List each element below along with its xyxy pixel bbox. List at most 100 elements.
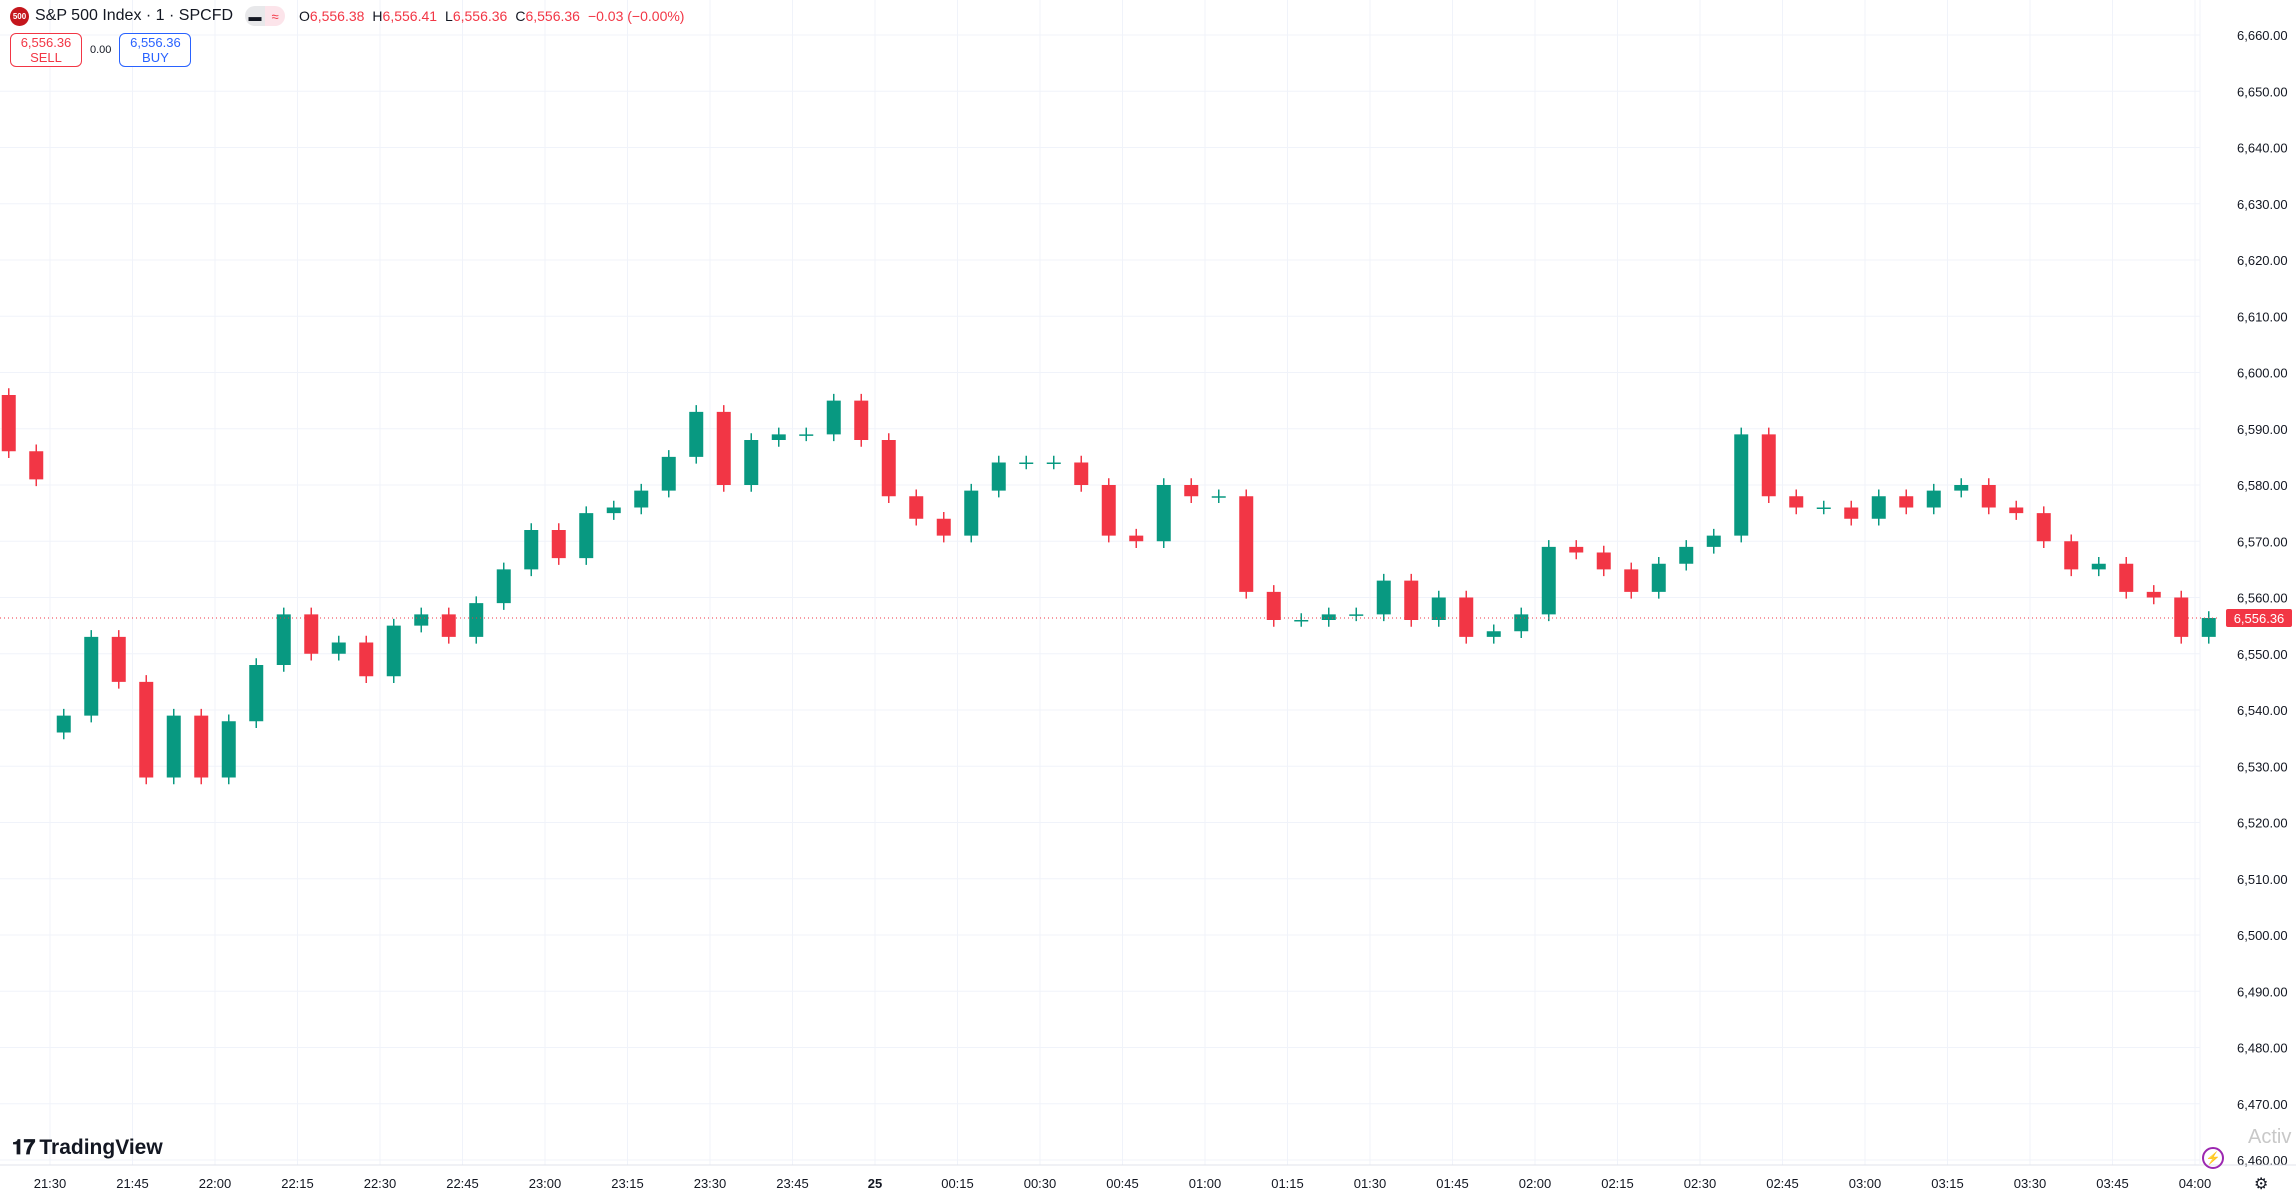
candle [1074,462,1089,485]
price-tick-label: 6,650.00 [2237,84,2288,99]
price-tick-label: 6,550.00 [2237,647,2288,662]
time-tick-label: 25 [868,1176,882,1191]
price-tick-label: 6,590.00 [2237,422,2288,437]
candle [1734,434,1749,536]
time-tick-label: 02:15 [1601,1176,1634,1191]
time-tick-label: 00:30 [1024,1176,1057,1191]
candle [2146,591,2161,598]
tradingview-logo[interactable]: 𝟏𝟕 TradingView [12,1136,163,1160]
sell-button[interactable]: 6,556.36 SELL [10,33,82,67]
close-value: 6,556.36 [525,8,580,24]
candle [551,530,566,559]
candle [414,614,429,626]
candle [744,440,759,485]
candle [1871,496,1886,519]
candle [634,490,649,508]
candle [1541,546,1556,615]
candle [1514,614,1529,632]
time-tick-label: 21:30 [34,1176,67,1191]
price-tick-label: 6,610.00 [2237,309,2288,324]
buy-label: BUY [142,50,169,65]
candle [1349,614,1364,616]
candle [1981,485,1996,508]
price-tick-label: 6,570.00 [2237,534,2288,549]
price-tick-label: 6,520.00 [2237,816,2288,831]
candle [579,513,594,559]
time-tick-label: 22:15 [281,1176,314,1191]
price-tick-label: 6,470.00 [2237,1097,2288,1112]
chart-type-toggle[interactable]: ▬ ≈ [245,6,286,26]
candle [1761,434,1776,497]
time-tick-label: 23:15 [611,1176,644,1191]
price-tick-label: 6,660.00 [2237,28,2288,43]
time-tick-label: 22:30 [364,1176,397,1191]
time-tick-label: 03:00 [1849,1176,1882,1191]
last-price-badge [2226,608,2292,627]
time-tick-label: 04:00 [2179,1176,2212,1191]
candle [1156,485,1171,542]
candle [1459,597,1474,637]
price-tick-label: 6,580.00 [2237,478,2288,493]
time-tick-label: 03:45 [2096,1176,2129,1191]
candle [524,530,539,570]
candle [1376,580,1391,615]
candle [1569,546,1584,553]
candle [1816,507,1831,509]
close-label: C [515,8,526,24]
candle [1019,462,1034,464]
symbol-title[interactable]: S&P 500 Index · 1 · SPCFD [35,7,234,24]
time-tick-label: 02:00 [1519,1176,1552,1191]
candle [799,434,814,436]
time-tick-label: 22:00 [199,1176,232,1191]
time-tick-label: 21:45 [116,1176,149,1191]
candle [689,411,704,457]
high-label: H [372,8,383,24]
candle [359,642,374,677]
candle [221,721,236,778]
trade-panel: 6,556.36 SELL 0.00 6,556.36 BUY [10,33,192,67]
candle [881,440,896,497]
tv-logo-icon: 𝟏𝟕 [12,1136,36,1159]
candle [1624,569,1639,592]
candle [1789,496,1804,508]
last-price-label: 6,556.36 [2234,611,2285,626]
candle [1184,485,1199,497]
candle [606,507,621,514]
candle [276,614,291,665]
ohlc-values: O6,556.38 H6,556.41 L6,556.36 C6,556.36 … [299,8,684,24]
buy-button[interactable]: 6,556.36 BUY [119,33,192,67]
candle [1954,485,1969,491]
candle [2036,513,2051,542]
candle [2091,563,2106,570]
candle [1679,546,1694,564]
gear-icon[interactable]: ⚙ [2254,1176,2269,1193]
open-value: 6,556.38 [309,8,365,24]
price-tick-label: 6,640.00 [2237,141,2288,156]
time-tick-label: 01:45 [1436,1176,1469,1191]
sell-label: SELL [30,50,62,65]
lightning-icon[interactable]: ⚡ [2202,1147,2224,1169]
spread-value: 0.00 [90,44,112,56]
candle [1899,496,1914,508]
candle [1404,580,1419,620]
candle [166,715,181,778]
candle [304,614,319,654]
candle [964,490,979,536]
candle [1651,563,1666,592]
candle [661,456,676,491]
candle [1266,591,1281,620]
candle [1706,535,1721,547]
candle [2009,507,2024,514]
approx-icon[interactable]: ≈ [265,6,286,26]
time-tick-label: 02:45 [1766,1176,1799,1191]
candle [936,518,951,536]
time-tick-label: 00:45 [1106,1176,1139,1191]
low-label: L [445,8,453,24]
minus-icon[interactable]: ▬ [245,6,266,26]
time-tick-label: 23:45 [776,1176,809,1191]
candle [1431,597,1446,620]
time-tick-label: 01:00 [1189,1176,1222,1191]
open-label: O [299,8,310,24]
candle [826,400,841,435]
